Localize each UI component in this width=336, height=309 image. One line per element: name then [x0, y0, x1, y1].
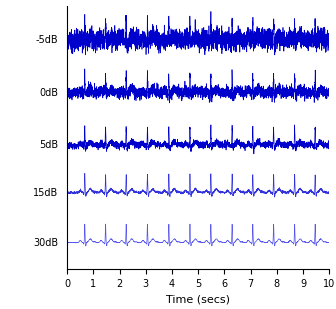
Text: 15dB: 15dB — [33, 188, 58, 198]
X-axis label: Time (secs): Time (secs) — [166, 294, 230, 304]
Text: 30dB: 30dB — [33, 238, 58, 248]
Text: -5dB: -5dB — [35, 35, 58, 45]
Text: 0dB: 0dB — [39, 88, 58, 98]
Text: 5dB: 5dB — [39, 140, 58, 150]
